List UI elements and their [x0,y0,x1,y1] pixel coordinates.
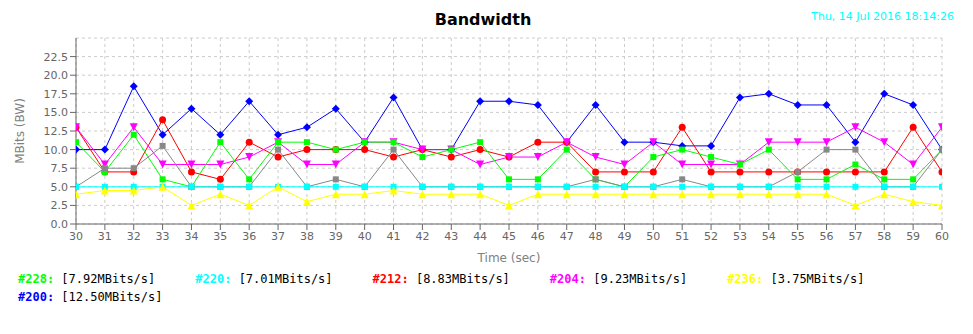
svg-text:41: 41 [387,230,401,243]
svg-text:32: 32 [127,230,141,243]
svg-text:46: 46 [531,230,545,243]
svg-text:34: 34 [184,230,198,243]
svg-text:48: 48 [589,230,603,243]
svg-text:49: 49 [617,230,631,243]
svg-text:30: 30 [69,230,83,243]
svg-text:54: 54 [762,230,776,243]
svg-text:20.0: 20.0 [44,69,69,82]
svg-text:22.5: 22.5 [44,51,69,64]
html-text:#236:: #236: [727,272,764,286]
svg-text:12.5: 12.5 [44,125,69,138]
svg-text:50: 50 [646,230,660,243]
svg-text:44: 44 [473,230,487,243]
svg-text:15.0: 15.0 [44,106,69,119]
html-text:[9.23MBits/s]: [9.23MBits/s] [593,272,688,286]
svg-text:53: 53 [733,230,747,243]
svg-text:MBits (BW): MBits (BW) [13,98,27,164]
svg-text:45: 45 [502,230,516,243]
svg-text:47: 47 [560,230,574,243]
svg-text:51: 51 [675,230,689,243]
svg-text:37: 37 [271,230,285,243]
svg-text:2.5: 2.5 [51,199,69,212]
html-text:#228:: #228: [18,272,55,286]
svg-text:5.0: 5.0 [51,181,69,194]
svg-text:Time (sec): Time (sec) [477,251,541,265]
html-text:Thu, 14 Jul 2016 18:14:26: Thu, 14 Jul 2016 18:14:26 [811,10,954,23]
html-text:#212:: #212: [372,272,409,286]
svg-text:57: 57 [848,230,862,243]
svg-text:33: 33 [156,230,170,243]
svg-text:10.0: 10.0 [44,144,69,157]
svg-text:60: 60 [935,230,949,243]
html-text:[7.92MBits/s]: [7.92MBits/s] [61,272,156,286]
svg-text:55: 55 [791,230,805,243]
html-text:[3.75MBits/s]: [3.75MBits/s] [770,272,865,286]
svg-text:39: 39 [329,230,343,243]
svg-text:40: 40 [358,230,372,243]
html-text:[8.83MBits/s]: [8.83MBits/s] [415,272,510,286]
svg-text:7.5: 7.5 [51,162,69,175]
svg-text:36: 36 [242,230,256,243]
html-text:#204:: #204: [549,272,586,286]
svg-text:31: 31 [98,230,112,243]
svg-text:35: 35 [213,230,227,243]
svg-text:59: 59 [906,230,920,243]
svg-text:17.5: 17.5 [44,88,69,101]
svg-text:42: 42 [415,230,429,243]
html-text:[12.50MBits/s]: [12.50MBits/s] [61,290,163,304]
html-text:[7.01MBits/s]: [7.01MBits/s] [238,272,333,286]
svg-text:58: 58 [877,230,891,243]
svg-text:52: 52 [704,230,718,243]
svg-text:43: 43 [444,230,458,243]
svg-text:56: 56 [820,230,834,243]
html-text:Bandwidth: Bandwidth [434,10,532,29]
svg-text:0.0: 0.0 [51,218,69,231]
html-text:#200:: #200: [18,290,55,304]
html-text:#220:: #220: [195,272,232,286]
svg-text:38: 38 [300,230,314,243]
